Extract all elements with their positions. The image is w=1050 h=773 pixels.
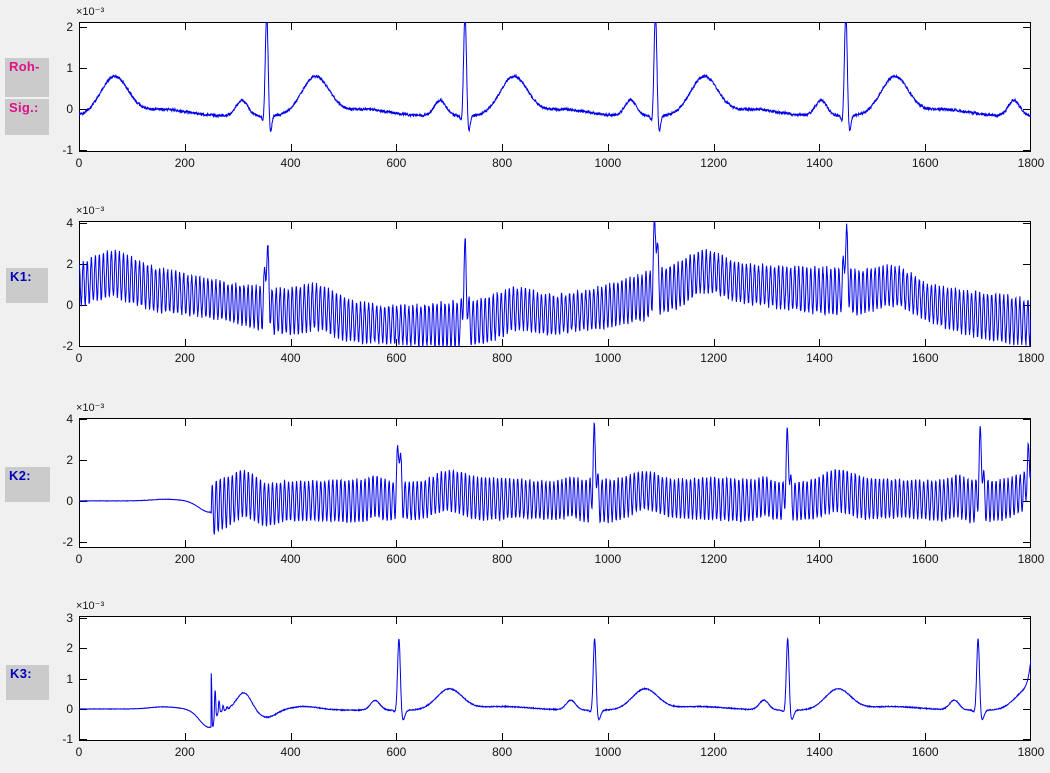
x-tick-label: 200 [174, 156, 195, 170]
y-tick-label: 1 [66, 671, 73, 686]
x-tick-label: 1800 [1017, 552, 1045, 566]
y-tick-label: -1 [62, 142, 73, 157]
y-tick-label: -2 [62, 534, 73, 549]
x-tick-label: 1200 [700, 745, 727, 759]
x-tick-label: 0 [75, 552, 83, 566]
x-tick-label: 200 [174, 552, 195, 566]
x-tick-label: 600 [386, 552, 407, 566]
x-tick-label: 800 [492, 745, 513, 759]
x-tick-label: 1000 [594, 745, 622, 759]
x-tick-label: 1200 [700, 351, 727, 365]
x-tick-label: 0 [75, 351, 83, 365]
label-roh: Roh- [5, 58, 49, 97]
x-tick-label: 1200 [700, 552, 727, 566]
x-tick-label: 1000 [594, 552, 622, 566]
y-axis-exponent-label: ×10⁻³ [76, 6, 105, 18]
y-tick-label: 0 [66, 298, 73, 312]
y-tick-label: 1 [66, 60, 73, 75]
x-tick-label: 1400 [806, 156, 833, 170]
x-tick-label: 400 [280, 156, 301, 170]
x-tick-label: 1400 [806, 745, 833, 759]
y-tick-label: 2 [66, 641, 73, 655]
x-tick-label: 1800 [1017, 156, 1045, 170]
x-tick-label: 400 [280, 351, 301, 365]
x-tick-label: 1600 [911, 156, 939, 170]
subplot-k2: ×10⁻³ 0 200 400 600 800 1000 1200 1400 1600 1800 -2… [62, 402, 1044, 566]
x-tick-label: 1000 [594, 351, 622, 365]
signal-trace-k3 [79, 636, 1031, 728]
y-tick-label: 2 [66, 257, 73, 272]
x-tick-label: 1000 [594, 156, 622, 170]
y-tick-label: -1 [62, 732, 73, 747]
x-tick-label: 600 [386, 351, 407, 365]
x-tick-label: 1600 [911, 552, 939, 566]
x-tick-label: 1400 [806, 552, 833, 566]
x-tick-label: 1600 [911, 745, 939, 759]
x-tick-label: 800 [492, 552, 513, 566]
label-k1: K1: [6, 268, 48, 303]
waveform-svg [79, 616, 1031, 741]
y-tick-label: 2 [66, 19, 73, 34]
label-k2: K2: [5, 467, 50, 502]
x-tick-label: 400 [280, 745, 301, 759]
y-axis-exponent-label: ×10⁻³ [76, 205, 105, 217]
y-tick-label: 3 [66, 610, 73, 625]
waveform-svg [79, 22, 1031, 152]
x-tick-label: 0 [75, 745, 83, 759]
y-tick-label: 4 [66, 412, 73, 427]
x-tick-label: 800 [492, 156, 513, 170]
waveform-svg [79, 221, 1031, 347]
x-tick-label: 800 [492, 351, 513, 365]
x-tick-label: 200 [174, 351, 195, 365]
label-sig: Sig.: [5, 99, 49, 135]
y-tick-label: 2 [66, 452, 73, 467]
x-tick-label: 1600 [911, 351, 939, 365]
x-tick-label: 600 [386, 745, 407, 759]
x-tick-label: 400 [280, 552, 301, 566]
y-tick-label: 0 [66, 701, 73, 716]
subplot-roh-sig: ×10⁻³ 0 200 400 600 800 1000 1200 1400 1600 1800 -1… [62, 6, 1044, 170]
x-tick-label: 600 [386, 156, 407, 170]
subplot-k1: ×10⁻³ 0 200 400 600 800 1000 1200 1400 1600 1800 -2… [62, 205, 1044, 365]
y-axis-exponent-label: ×10⁻³ [76, 600, 105, 612]
signal-trace-k2 [79, 421, 1031, 535]
x-tick-label: 1400 [806, 351, 833, 365]
x-tick-label: 1800 [1017, 351, 1045, 365]
x-tick-label: 1800 [1017, 745, 1045, 759]
x-tick-label: 200 [174, 745, 195, 759]
y-tick-label: -2 [62, 338, 73, 353]
y-tick-label: 0 [66, 493, 73, 508]
subplot-k3: ×10⁻³ 0 200 400 600 800 1000 1200 1400 1600 1800 -1… [62, 600, 1044, 759]
y-tick-label: 0 [66, 101, 73, 116]
label-k3: K3: [6, 665, 49, 700]
waveform-svg [79, 418, 1031, 548]
signal-trace-k1 [79, 221, 1031, 347]
y-axis-exponent-label: ×10⁻³ [76, 402, 105, 414]
y-tick-label: 4 [66, 216, 73, 231]
signal-trace-roh_sig [79, 22, 1031, 133]
x-tick-label: 0 [75, 156, 83, 170]
x-tick-label: 1200 [700, 156, 727, 170]
